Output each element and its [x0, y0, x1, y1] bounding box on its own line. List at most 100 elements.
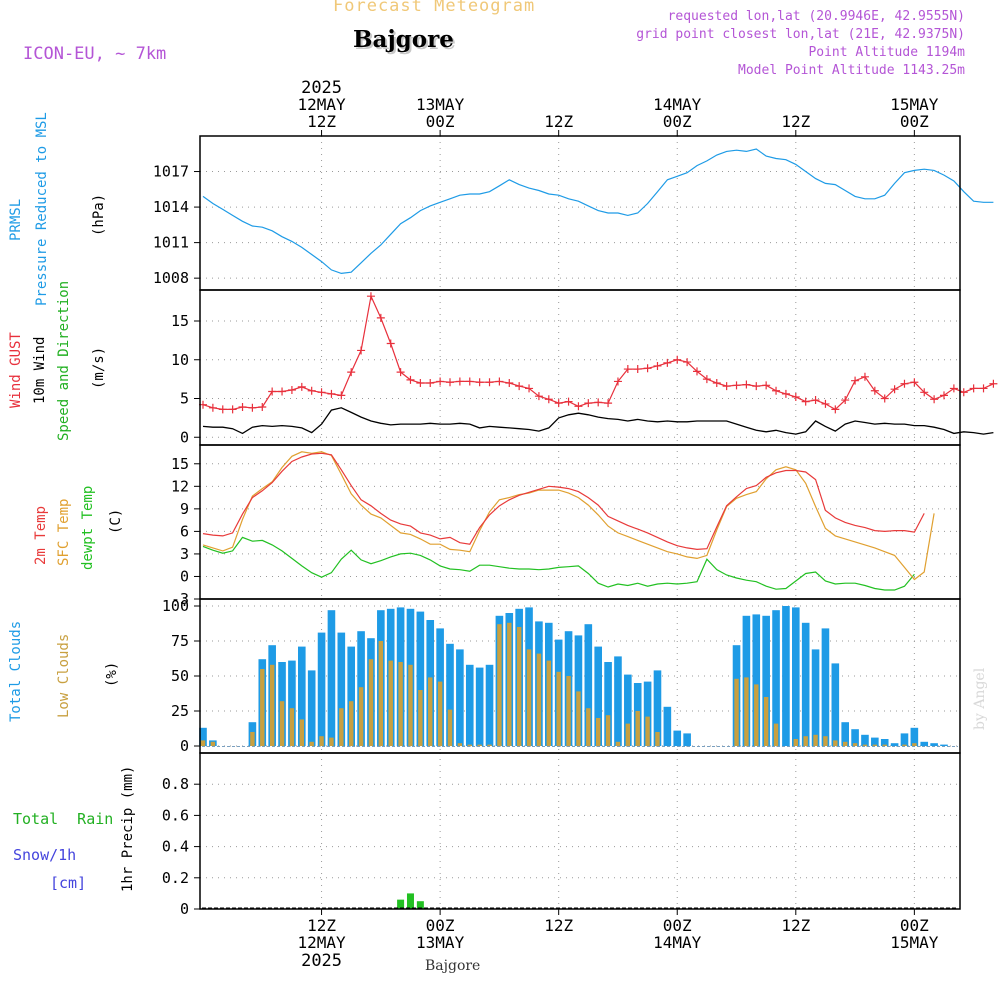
bottom-year-label: 2025: [301, 951, 342, 971]
total-cloud-bar: [446, 643, 454, 746]
y-tick-label: 10: [171, 351, 189, 369]
gust-marker: [554, 399, 563, 408]
gust-marker: [594, 398, 603, 407]
low-cloud-bar: [823, 736, 828, 746]
point-altitude: Point Altitude 1194m: [808, 45, 965, 60]
gust-marker: [436, 377, 445, 386]
gust-marker: [347, 368, 356, 377]
low-cloud-bar: [843, 741, 848, 746]
total-cloud-bar: [327, 610, 336, 746]
total-cloud-bar: [831, 663, 840, 746]
gust-marker: [949, 384, 958, 393]
low-cloud-bar: [773, 723, 779, 746]
bottom-hour-label: 12Z: [307, 916, 336, 935]
low-cloud-bar: [447, 709, 453, 746]
low-cloud-bar: [408, 664, 413, 746]
snow-label: Snow/1h: [13, 846, 77, 864]
gust-marker: [722, 382, 731, 391]
bottom-hour-label: 12Z: [781, 916, 810, 935]
gust-marker: [396, 368, 405, 377]
low-cloud-bar: [299, 719, 304, 746]
total-cloud-bar: [851, 729, 859, 746]
gust-marker: [940, 391, 948, 400]
top-hour-label: 00Z: [426, 112, 455, 131]
total-cloud-bar: [792, 607, 800, 746]
gust-marker: [663, 358, 672, 367]
total-cloud-bar: [772, 610, 780, 746]
gust-marker: [969, 384, 978, 393]
gust-marker: [851, 376, 860, 385]
gust-marker: [673, 355, 682, 364]
gust-marker: [534, 392, 543, 401]
bottom-date-label: 15MAY: [890, 933, 939, 952]
gust-marker: [712, 379, 721, 387]
gust-marker: [544, 395, 553, 404]
top-date-label: 15MAY: [890, 95, 939, 114]
gust-marker: [860, 372, 869, 381]
low-cloud-bar: [852, 743, 858, 746]
low-cloud-bar: [605, 715, 611, 746]
y-tick-label: 9: [180, 500, 189, 518]
gust-marker: [752, 382, 761, 391]
y-tick-label: 0.8: [162, 775, 189, 793]
gust-marker: [287, 385, 296, 394]
low-cloud-bar: [596, 718, 601, 746]
y-tick-label: 1014: [153, 198, 189, 216]
total-cloud-bar: [653, 670, 662, 746]
low-cloud-bar: [862, 744, 868, 746]
model-label: ICON-EU, ~ 7km: [23, 44, 167, 64]
dewpt-line: [202, 536, 915, 591]
low-cloud-bar: [437, 681, 443, 746]
low-cloud-bar: [428, 677, 433, 746]
gust-marker: [811, 396, 820, 405]
gust-marker: [633, 365, 642, 374]
total-cloud-bar: [910, 727, 919, 746]
total-cloud-bar: [683, 733, 691, 746]
low-cloud-bar: [882, 744, 887, 746]
total-cloud-bar: [614, 656, 622, 746]
low-cloud-bar: [803, 736, 808, 746]
grid-point-coords: grid point closest lon,lat (21E, 42.9375…: [636, 27, 965, 42]
y-tick-label: 1011: [153, 234, 189, 252]
gust-marker: [791, 392, 800, 401]
y-tick-label: 75: [171, 632, 189, 650]
gust-marker: [406, 375, 415, 384]
pressure-line: [202, 148, 994, 275]
total-rain-label: Total Rain: [13, 810, 114, 828]
low-cloud-bar: [536, 653, 542, 746]
bottom-hour-label: 12Z: [544, 916, 573, 935]
bottom-hour-label: 00Z: [900, 916, 929, 935]
panel-frame-precip: [199, 752, 961, 910]
gust-marker: [880, 394, 889, 403]
gust-marker: [278, 387, 287, 396]
low-cloud-bar: [556, 671, 561, 746]
total-cloud-bar: [337, 632, 346, 746]
low-cloud-bar: [200, 740, 206, 746]
y-tick-label: 1008: [153, 269, 189, 287]
total-cloud-bar: [416, 611, 425, 746]
y-tick-label: -3: [171, 590, 189, 608]
total-cloud-bar: [920, 741, 929, 746]
gust-marker: [337, 391, 346, 400]
bottom-hour-label: 00Z: [426, 916, 455, 935]
gust-marker: [772, 386, 781, 395]
y-tick-label: 0: [180, 567, 189, 585]
sfc-temp-line: [202, 451, 935, 581]
panel-frame-pressure: [199, 135, 961, 291]
gust-marker: [426, 379, 435, 387]
gust-marker: [357, 346, 366, 355]
y-tick-label: 1017: [153, 163, 189, 181]
low-cloud-bar: [526, 649, 532, 746]
gust-marker: [841, 396, 850, 405]
low-cloud-bar: [269, 664, 275, 746]
low-cloud-bar: [754, 684, 759, 746]
top-hour-label: 12Z: [544, 112, 573, 131]
low-cloud-bar: [368, 659, 374, 746]
y-tick-label: 0: [180, 900, 189, 918]
gust-marker: [485, 378, 494, 387]
low-cloud-bar: [378, 641, 384, 746]
rain-bar: [416, 901, 424, 909]
low-cloud-bar: [625, 723, 631, 746]
y-tick-label: 25: [171, 702, 189, 720]
gust-marker: [495, 377, 504, 386]
